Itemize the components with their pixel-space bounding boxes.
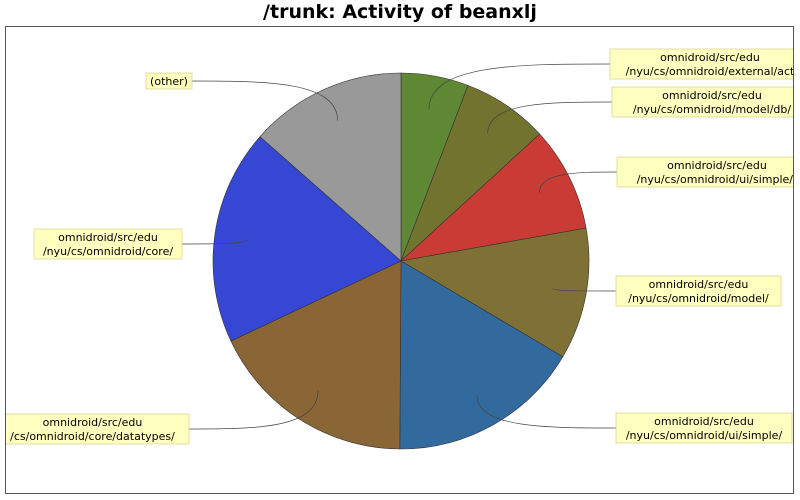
slice-label: omnidroid/src/edu/nyu/cs/omnidroid/exter…: [609, 48, 794, 80]
slice-label-text: omnidroid/src/edu: [58, 231, 158, 244]
slice-label-text: /nyu/cs/omnidroid/ui/simple/t: [637, 173, 794, 186]
pie-slice: [259, 72, 402, 262]
slice-label: omnidroid/src/edu/nyu/cs/omnidroid/core/: [33, 228, 183, 260]
slice-label-text: omnidroid/src/edu: [667, 159, 767, 172]
slice-label-text: omnidroid/src/edu: [660, 51, 760, 64]
slice-label-text: omnidroid/src/edu: [43, 416, 143, 429]
pie-slice: [400, 227, 590, 358]
slice-label: omnidroid/src/edu/nyu/cs/omnidroid/ui/si…: [616, 156, 794, 188]
label-connector: [428, 63, 611, 110]
slice-label: (other): [145, 72, 193, 90]
pie-slice: [230, 260, 402, 450]
slice-label-box: [611, 86, 793, 118]
pie-slice: [212, 136, 402, 342]
pie-slice: [400, 133, 587, 262]
slice-label-box: [615, 275, 782, 307]
slice-label-box: [6, 413, 190, 445]
slice-label: omnidroid/src/edu/nyu/cs/omnidroid/ui/si…: [615, 412, 793, 444]
slice-label-text: /nyu/cs/omnidroid/model/db/: [633, 103, 791, 116]
label-connector: [487, 101, 613, 134]
slice-label-box: [616, 156, 793, 188]
slice-label-text: /nyu/cs/omnidroid/core/: [43, 245, 173, 258]
slice-label-text: omnidroid/src/edu: [649, 278, 749, 291]
label-connector: [552, 288, 617, 292]
slice-label-text: omnidroid/src/edu: [662, 89, 762, 102]
slice-label-text: /nyu/cs/omnidroid/model/: [628, 292, 769, 305]
slice-label-box: [33, 228, 183, 260]
slice-label: omnidroid/src/edu/cs/omnidroid/core/data…: [6, 413, 190, 445]
slice-label: omnidroid/src/edu/nyu/cs/omnidroid/model…: [611, 86, 793, 118]
label-connector: [181, 238, 249, 245]
slice-label-box: [145, 72, 193, 90]
label-connector: [476, 395, 617, 429]
slice-label: omnidroid/src/edu/nyu/cs/omnidroid/model…: [615, 275, 782, 307]
plot-area: omnidroid/src/edu/nyu/cs/omnidroid/exter…: [5, 26, 794, 494]
slice-label-text: /cs/omnidroid/core/datatypes/: [10, 430, 175, 443]
chart-title: /trunk: Activity of beanxlj: [263, 1, 537, 23]
slice-label-text: (other): [150, 75, 188, 88]
slice-label-box: [609, 48, 793, 80]
slice-label-box: [615, 412, 793, 444]
pie-slice: [399, 260, 564, 450]
slice-label-text: /nyu/cs/omnidroid/external/act: [626, 65, 794, 78]
pie-chart: omnidroid/src/edu/nyu/cs/omnidroid/exter…: [6, 48, 794, 450]
label-connector: [538, 171, 618, 193]
label-connector: [191, 80, 338, 121]
slice-label-text: /nyu/cs/omnidroid/ui/simple/: [626, 429, 783, 442]
slice-label-text: omnidroid/src/edu: [654, 415, 754, 428]
label-connector: [188, 390, 319, 430]
